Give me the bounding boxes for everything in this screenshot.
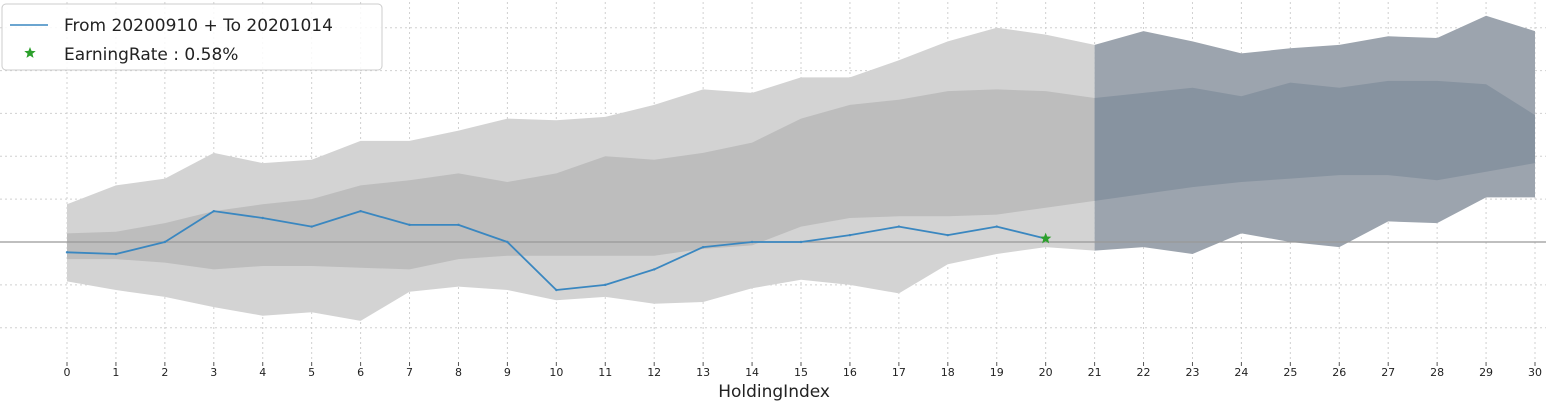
inner-band-forecast [1094, 80, 1535, 201]
series-point [65, 251, 69, 254]
legend-star-icon [24, 47, 36, 58]
series-point [897, 225, 901, 228]
x-tick-label: 0 [64, 366, 71, 379]
series-point [799, 240, 803, 244]
series-point [359, 209, 362, 213]
legend-frame [1, 3, 383, 71]
legend-series-label: From 20200910 + To 20201014 [64, 16, 333, 36]
x-tick-label: 30 [1528, 366, 1542, 379]
x-tick-label: 25 [1283, 366, 1297, 379]
series-point [653, 268, 656, 271]
x-axis-title: HoldingIndex [718, 382, 830, 402]
x-tick-label: 7 [406, 366, 413, 379]
x-tick-label: 26 [1332, 366, 1346, 379]
series-point [310, 225, 313, 228]
x-tick-label: 2 [161, 366, 168, 379]
x-tick-label: 17 [892, 366, 906, 379]
x-tick-label: 10 [549, 366, 563, 379]
x-tick-label: 3 [210, 366, 217, 379]
x-tick-label: 12 [647, 366, 661, 379]
x-tick-label: 14 [745, 366, 759, 379]
series-point [995, 225, 998, 228]
x-tick-label: 24 [1234, 366, 1248, 379]
legend: From 20200910 + To 20201014 EarningRate … [1, 3, 383, 71]
x-tick-label: 20 [1039, 366, 1053, 379]
series-point [604, 283, 607, 287]
band-layer [67, 15, 1535, 321]
series-point [408, 223, 411, 227]
x-tick-label: 1 [112, 366, 119, 379]
x-tick-label: 5 [308, 366, 315, 379]
x-tick-label: 28 [1430, 366, 1444, 379]
series-point [212, 209, 215, 213]
series-point [506, 240, 509, 244]
x-tick-label: 23 [1185, 366, 1199, 379]
series-point [750, 240, 754, 244]
x-tick-label: 22 [1137, 366, 1151, 379]
x-tick-label: 9 [504, 366, 511, 379]
series-point [848, 233, 852, 237]
x-tick-label: 4 [259, 366, 266, 379]
series-point [701, 245, 705, 249]
x-tick-label: 8 [455, 366, 462, 379]
x-tick-label: 13 [696, 366, 710, 379]
marker-layer [1039, 232, 1052, 244]
x-tick-label: 15 [794, 366, 808, 379]
x-axis-ticks: 0 1 2 3 4 5 6 7 8 9 10 11 12 13 14 15 16 17 18 19 20 21 22 23 24… [64, 362, 1542, 379]
x-tick-label: 27 [1381, 366, 1395, 379]
series-point [163, 240, 167, 244]
x-tick-label: 29 [1479, 366, 1493, 379]
series-point [261, 216, 264, 220]
x-tick-label: 18 [941, 366, 955, 379]
legend-earning-rate-label: EarningRate : 0.58% [64, 45, 238, 65]
x-tick-label: 11 [598, 366, 612, 379]
inner-band-in-sample [67, 89, 1095, 270]
series-point [946, 233, 949, 237]
x-tick-label: 16 [843, 366, 857, 379]
series-point [114, 252, 118, 256]
series-point [555, 288, 558, 292]
x-tick-label: 19 [990, 366, 1004, 379]
x-tick-label: 6 [357, 366, 364, 379]
earning-rate-star-marker [1039, 232, 1052, 244]
series-layer [65, 209, 1047, 292]
series-point [457, 223, 460, 227]
x-tick-label: 21 [1088, 366, 1102, 379]
